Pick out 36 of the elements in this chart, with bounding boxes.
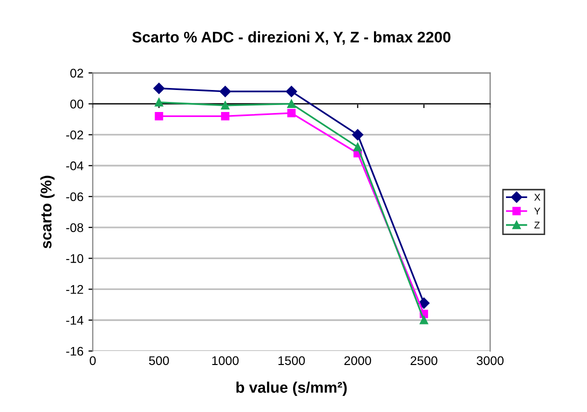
- point: [287, 100, 296, 108]
- legend-label: Y: [534, 208, 540, 214]
- x-tick-label: 2000: [344, 356, 372, 366]
- y-tick-label: -06: [66, 192, 84, 202]
- y-tick-label: 00: [70, 100, 84, 108]
- y-tick-label: -04: [66, 161, 84, 170]
- y-tick-label: -14: [66, 316, 84, 325]
- point: [220, 86, 231, 98]
- y-tick-label: -12: [66, 285, 84, 294]
- point: [221, 101, 230, 110]
- y-tick-label: -10: [66, 254, 84, 263]
- x-tick-label: 3000: [476, 356, 504, 366]
- x-tick-label: 500: [149, 356, 169, 366]
- point: [154, 112, 164, 120]
- point: [153, 82, 165, 94]
- x-tick-label: 1000: [212, 356, 239, 366]
- point: [354, 142, 362, 152]
- x-tick-label: 0: [90, 356, 96, 366]
- y-tick-label: -16: [66, 346, 84, 356]
- y-tick-label: -02: [66, 130, 84, 140]
- point: [286, 86, 298, 98]
- chart-title: Scarto % ADC - direzioni X, Y, Z - bmax 2200: [132, 31, 450, 45]
- x-tick-label: 2500: [410, 356, 438, 366]
- y-tick-label: -08: [66, 223, 84, 232]
- y-axis-title: scarto (%): [40, 176, 55, 248]
- point: [420, 316, 428, 324]
- y-tick-label: 02: [70, 68, 84, 78]
- x-tick-label: 1500: [278, 356, 305, 366]
- point: [154, 98, 164, 106]
- point: [352, 129, 364, 140]
- legend-label: Z: [534, 222, 540, 228]
- point: [287, 108, 296, 118]
- x-axis-title: b value (s/mm²): [236, 382, 347, 396]
- point: [221, 112, 230, 120]
- legend-label: X: [534, 194, 540, 201]
- point: [418, 298, 430, 309]
